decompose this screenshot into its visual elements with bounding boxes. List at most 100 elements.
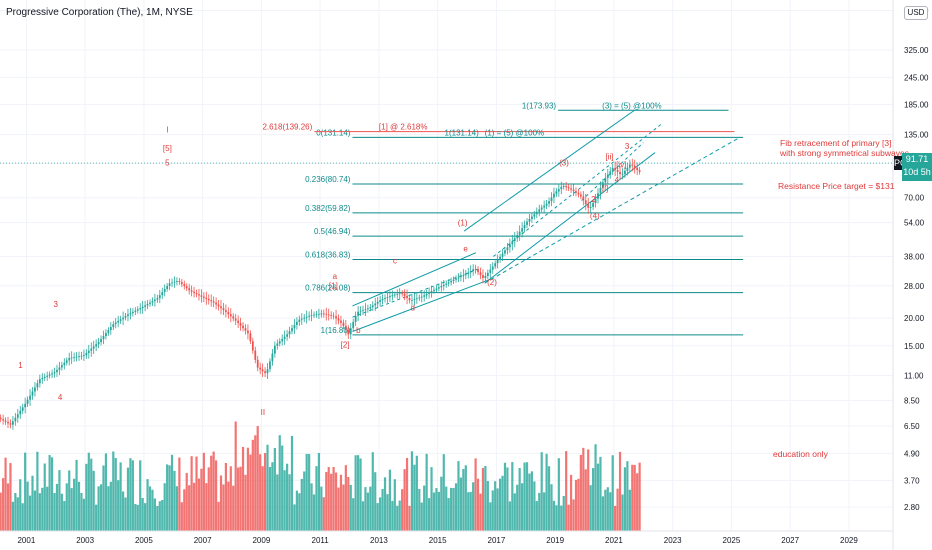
candle-body (56, 369, 58, 373)
volume-bar (513, 493, 516, 531)
candle-body (31, 391, 34, 396)
candle-body (259, 367, 262, 370)
candle-body (340, 320, 342, 323)
candle-body (124, 315, 127, 318)
candle-body (362, 310, 364, 311)
volume-bar (134, 503, 137, 531)
candle-body (97, 342, 100, 345)
candle-body (599, 187, 602, 194)
volume-bar (525, 462, 529, 531)
volume-bar (104, 453, 108, 531)
volume-bar (344, 465, 347, 531)
candle-body (391, 295, 394, 297)
y-tick-label: 15.00 (904, 342, 925, 351)
volume-bar (618, 451, 622, 531)
volume-bar (552, 500, 556, 531)
candle-body (543, 205, 546, 208)
currency-label[interactable]: USD (904, 6, 928, 20)
volume-bar (540, 452, 543, 531)
candle-body (430, 291, 433, 293)
candle-body (65, 360, 68, 363)
candle-body (548, 201, 550, 204)
candle-body (486, 272, 489, 277)
candle-body (330, 315, 333, 316)
volume-bar (317, 452, 321, 531)
volume-bar (481, 467, 485, 531)
volume-bar (383, 477, 387, 531)
candle-body (482, 275, 484, 278)
volume-bar (457, 461, 460, 531)
wave-label: b (356, 326, 361, 335)
volume-bar (560, 505, 563, 531)
candle-body (531, 216, 533, 219)
candle-body (85, 353, 88, 356)
volume-bar (454, 483, 458, 531)
candle-body (178, 281, 181, 283)
volume-bar (401, 489, 404, 531)
annotation-symmetrical: with strong symmetrical subwaves (779, 148, 909, 158)
volume-bar (256, 426, 259, 531)
candle-body (244, 328, 247, 331)
candle-body (614, 167, 617, 170)
candle-body (9, 423, 12, 425)
time-axis[interactable]: 2001 2003 2005 2007 2009 2011 2013 2015 2017 2019… (17, 536, 858, 545)
volume-bar (332, 467, 335, 531)
candle-body (538, 209, 541, 212)
candle-body (0, 417, 2, 420)
x-tick-label: 2019 (546, 536, 564, 545)
candle-body (582, 196, 585, 201)
candle-body (43, 376, 46, 378)
volume-bar (144, 503, 147, 531)
candle-body (477, 269, 479, 273)
volume-bar (310, 483, 313, 531)
volume-bar (408, 505, 411, 531)
volume-bar (112, 451, 115, 531)
volume-bar (418, 488, 421, 531)
volume-bar (82, 498, 86, 531)
candle-body (278, 341, 281, 344)
candle-body (176, 281, 178, 282)
volume-bar (266, 444, 269, 531)
candle-body (457, 277, 460, 279)
annotation-fib-primary: Fib retracement of primary [3] (780, 138, 891, 148)
candle-body (592, 203, 595, 208)
volume-bar (281, 445, 284, 531)
candle-body (577, 192, 580, 195)
volume-bar (55, 483, 59, 531)
candle-body (298, 319, 301, 322)
volume-bar (21, 503, 24, 531)
volume-bar (491, 490, 494, 531)
candle-body (227, 312, 230, 315)
fib-retracement[interactable]: 0(131.14) 0.236(80.74) 0.382(59.82) 0.5(46.… (262, 101, 744, 336)
candle-body (393, 294, 396, 296)
volume-bar (352, 498, 355, 531)
volume-bar (386, 494, 389, 531)
volume-bar (146, 479, 149, 531)
wave-label: [iv] (616, 160, 626, 169)
volume-bar (420, 502, 423, 531)
candle-body (396, 293, 399, 295)
last-price-value: 91.71 (905, 154, 929, 164)
volume-bar (374, 472, 377, 531)
volume-bar (506, 467, 509, 531)
extension-label-131: 1(131.14) (445, 128, 480, 137)
candle-body (95, 344, 98, 347)
wave-label: [1] (329, 282, 338, 291)
fib-level-label: 1(16.80) (321, 326, 351, 335)
volume-bar (263, 453, 267, 531)
volume-bar (379, 497, 382, 531)
volume-bar (623, 467, 627, 531)
volume-bar (139, 460, 142, 531)
volume-bar (621, 494, 624, 531)
candle-body (149, 302, 151, 304)
candle-body (19, 410, 22, 415)
volume-bar (611, 455, 614, 531)
candle-body (2, 419, 5, 421)
candle-body (83, 355, 85, 357)
volume-bar (305, 453, 308, 531)
price-axis[interactable]: 491.00325.00245.00185.00135.00100.0070.0… (904, 7, 929, 513)
candle-body (36, 383, 39, 388)
volume-bar (342, 484, 345, 531)
candle-body (21, 407, 24, 411)
